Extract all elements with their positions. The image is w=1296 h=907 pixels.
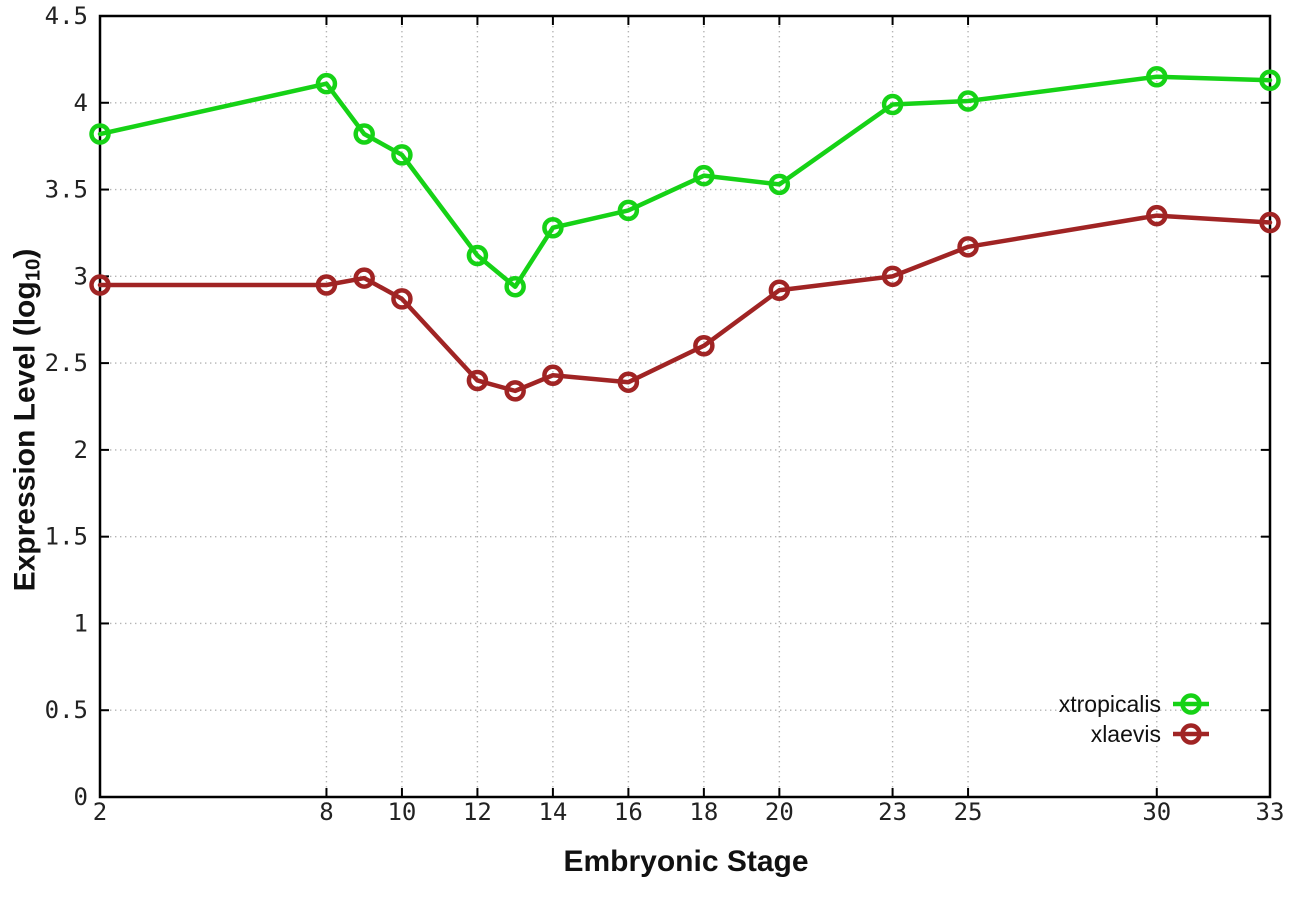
x-tick-label: 8 <box>319 798 333 826</box>
legend-sample-glyph <box>1173 693 1209 715</box>
x-tick-label: 18 <box>689 798 718 826</box>
legend-sample-marker <box>1180 723 1202 745</box>
tick-labels: 2 8 10 12 14 16 18 20 23 25 30 33 0 0.5 1 1.5 2 2.5 3 3.5 4 4… <box>45 2 1285 826</box>
data-point-xlaevis <box>617 371 640 393</box>
data-point-xtropicalis <box>881 93 904 116</box>
x-axis-title-text: Embryonic Stage <box>563 845 809 878</box>
legend: xtropicalis xlaevis <box>1059 687 1212 747</box>
y-tick-label: 4.5 <box>45 2 88 30</box>
y-tick-label: 4 <box>74 89 88 117</box>
series-xtropicalis <box>89 65 1281 298</box>
x-tick-label: 20 <box>765 798 794 826</box>
data-point-xtropicalis <box>1146 65 1168 88</box>
legend-marker-xlaevis <box>1170 719 1212 749</box>
data-point-xtropicalis <box>768 173 791 196</box>
x-tick-label: 12 <box>463 798 492 826</box>
data-point-xtropicalis <box>315 72 338 95</box>
y-tick-label: 0.5 <box>45 696 88 724</box>
x-axis-title: Embryonic Stage <box>563 845 808 879</box>
legend-item-xtropicalis: xtropicalis <box>1059 687 1212 717</box>
y-tick-label: 2 <box>74 436 88 464</box>
series-xlaevis <box>89 204 1281 402</box>
y-axis-title-main: Expression Level (log <box>8 281 42 592</box>
legend-label: xtropicalis <box>1058 690 1161 717</box>
y-tick-label: 3 <box>74 262 88 290</box>
legend-sample-glyph <box>1173 723 1209 745</box>
grid-lines <box>99 15 1271 798</box>
data-point-xlaevis <box>1259 211 1281 234</box>
x-tick-label: 14 <box>538 798 567 826</box>
legend-label: xlaevis <box>1090 720 1161 747</box>
data-point-xtropicalis <box>504 275 526 298</box>
data-point-xlaevis <box>693 335 715 357</box>
y-tick-label: 1 <box>74 609 88 637</box>
legend-item-xlaevis: xlaevis <box>1059 717 1212 747</box>
data-point-xlaevis <box>1146 204 1168 227</box>
x-tick-label: 10 <box>387 798 416 826</box>
data-point-xlaevis <box>542 364 564 387</box>
legend-marker-xtropicalis <box>1170 689 1212 719</box>
plot-frame <box>98 14 1272 799</box>
data-point-xtropicalis <box>693 164 715 187</box>
data-point-xtropicalis <box>391 144 413 166</box>
data-point-xtropicalis <box>353 123 375 145</box>
legend-sample-marker <box>1180 693 1202 715</box>
data-point-xlaevis <box>315 274 338 296</box>
y-axis-title-subscript: 10 <box>22 258 45 282</box>
y-tick-label: 0 <box>74 783 88 811</box>
x-tick-label: 25 <box>954 798 983 826</box>
data-point-xtropicalis <box>1259 69 1281 91</box>
y-tick-label: 1.5 <box>45 523 88 551</box>
data-point-xlaevis <box>957 236 979 258</box>
y-tick-label: 2.5 <box>45 349 88 377</box>
data-point-xtropicalis <box>957 90 979 112</box>
data-point-xlaevis <box>89 274 111 296</box>
data-point-xlaevis <box>881 265 904 288</box>
data-point-xlaevis <box>768 279 791 301</box>
series-line-xtropicalis <box>97 74 1273 289</box>
series-line-xlaevis <box>97 213 1273 394</box>
data-point-xlaevis <box>504 380 526 402</box>
data-point-xlaevis <box>466 369 489 392</box>
y-axis-title-close: ) <box>8 248 42 259</box>
data-point-xtropicalis <box>617 199 640 222</box>
x-tick-label: 23 <box>878 798 907 826</box>
data-point-xlaevis <box>391 288 413 310</box>
data-point-xtropicalis <box>466 244 489 267</box>
data-point-xlaevis <box>353 267 375 289</box>
y-axis-title: Expression Level (log10) <box>8 249 45 592</box>
data-point-xtropicalis <box>542 216 564 239</box>
data-point-xtropicalis <box>89 123 111 145</box>
x-tick-label: 16 <box>614 798 643 826</box>
x-tick-label: 33 <box>1256 798 1285 826</box>
tick-marks <box>99 15 1271 798</box>
x-tick-label: 30 <box>1142 798 1171 826</box>
y-tick-label: 3.5 <box>45 176 88 204</box>
x-tick-label: 2 <box>93 798 107 826</box>
